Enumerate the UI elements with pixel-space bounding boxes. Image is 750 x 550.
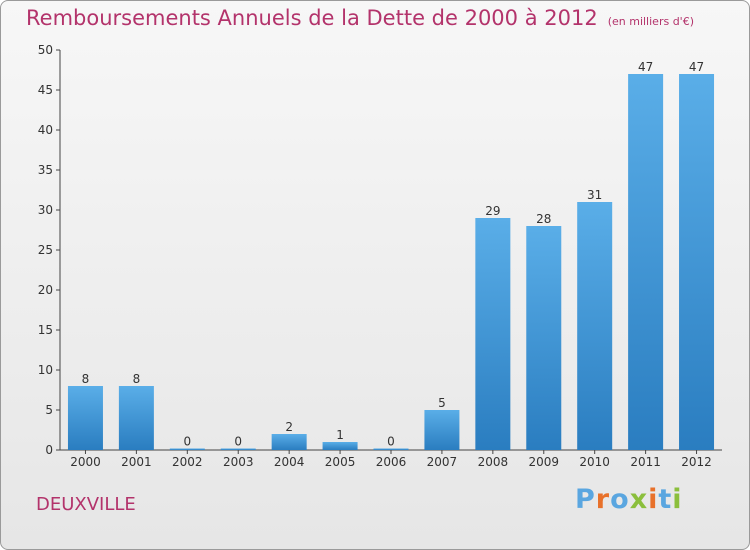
x-tick-label-2010: 2010 [579,455,610,469]
x-tick-label-2012: 2012 [681,455,712,469]
x-tick-label-2001: 2001 [121,455,152,469]
chart-title: Remboursements Annuels de la Dette de 20… [26,6,694,30]
logo-letter: x [629,484,649,515]
logo-letter: o [610,484,630,515]
chart-title-text: Remboursements Annuels de la Dette de 20… [26,6,598,30]
x-tick-label-2008: 2008 [478,455,509,469]
y-tick-label: 15 [38,323,53,337]
value-label-2012: 47 [689,60,704,74]
x-tick-label-2006: 2006 [376,455,407,469]
value-label-2008: 29 [485,204,500,218]
bar-2012 [679,74,715,450]
y-tick-label: 5 [45,403,53,417]
value-label-2007: 5 [438,396,446,410]
bar-2001 [118,386,154,450]
value-label-2004: 2 [285,420,293,434]
y-tick-label: 40 [38,123,53,137]
y-tick-label: 25 [38,243,53,257]
x-tick-label-2003: 2003 [223,455,254,469]
x-tick-label-2005: 2005 [325,455,356,469]
bar-2009 [526,226,562,450]
value-label-2003: 0 [234,435,242,449]
value-label-2011: 47 [638,60,653,74]
place-name: DEUXVILLE [36,494,136,515]
y-tick-label: 20 [38,283,53,297]
x-tick-label-2007: 2007 [427,455,458,469]
logo-letter: i [648,484,659,515]
bar-2006 [373,448,409,450]
bar-2007 [424,410,460,450]
bar-2011 [628,74,664,450]
logo-letter: i [672,484,683,515]
bar-2003 [220,448,256,450]
y-tick-label: 30 [38,203,53,217]
y-tick-label: 35 [38,163,53,177]
bar-2002 [169,448,205,450]
bar-2008 [475,218,511,450]
y-tick-label: 45 [38,83,53,97]
bar-2004 [271,434,307,450]
bar-2010 [577,202,613,450]
chart-unit: (en milliers d'€) [607,15,694,28]
bar-2000 [67,386,103,450]
x-tick-label-2009: 2009 [528,455,559,469]
logo-letter: P [575,484,596,515]
x-tick-label-2000: 2000 [70,455,101,469]
y-tick-label: 50 [38,43,53,57]
logo-letter: r [595,484,611,515]
y-tick-label: 10 [38,363,53,377]
y-tick-label: 0 [45,443,53,457]
value-label-2010: 31 [587,188,602,202]
logo-letter: t [658,484,673,515]
value-label-2001: 8 [133,372,141,386]
bar-2005 [322,442,358,450]
value-label-2005: 1 [336,428,344,442]
x-tick-label-2011: 2011 [630,455,661,469]
x-tick-label-2004: 2004 [274,455,305,469]
x-tick-label-2002: 2002 [172,455,203,469]
value-label-2009: 28 [536,212,551,226]
proxiti-logo[interactable]: Proxiti [575,484,683,515]
value-label-2000: 8 [82,372,90,386]
value-label-2006: 0 [387,435,395,449]
value-label-2002: 0 [183,435,191,449]
